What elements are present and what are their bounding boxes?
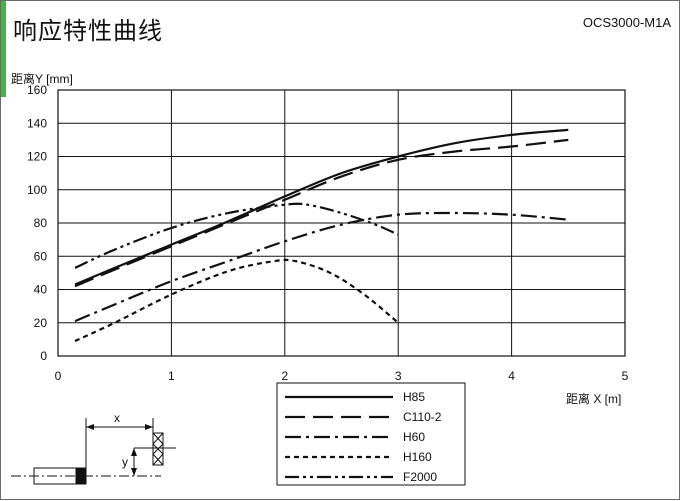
- accent-bar: [1, 1, 6, 97]
- y-tick-label: 140: [27, 116, 47, 130]
- x-tick-label: 3: [395, 369, 402, 383]
- x-tick-label: 5: [622, 369, 629, 383]
- y-tick-label: 100: [27, 183, 47, 197]
- chart-grid: [57, 89, 626, 357]
- y-arrow-top: [131, 448, 137, 456]
- y-tick-label: 60: [34, 249, 48, 263]
- y-tick-label: 40: [34, 283, 48, 297]
- x-dimension-label: x: [114, 411, 120, 425]
- target-hatch: [152, 443, 164, 455]
- series-line-h85: [74, 128, 569, 286]
- x-axis-label: 距离 X [m]: [566, 391, 621, 406]
- y-tick-label: 20: [34, 316, 48, 330]
- x-tick-label: 4: [508, 369, 515, 383]
- y-tick-label: 120: [27, 150, 47, 164]
- legend-box: [276, 382, 466, 486]
- x-tick-label: 0: [55, 369, 62, 383]
- page-title: 响应特性曲线: [13, 17, 163, 45]
- chart-series: [74, 128, 569, 343]
- y-dimension-label: y: [122, 455, 128, 469]
- series-line-h60: [74, 211, 569, 323]
- legend-label: F2000: [403, 470, 437, 484]
- y-axis-label: 距离Y [mm]: [11, 71, 73, 86]
- target-hatch: [152, 453, 164, 466]
- series-line-c110-2: [74, 138, 569, 288]
- x-tick-label: 2: [281, 369, 288, 383]
- legend-label: H60: [403, 430, 425, 444]
- sensor-diagram: x y: [11, 411, 176, 485]
- y-arrow-bottom: [131, 468, 137, 476]
- series-line-f2000: [74, 202, 399, 269]
- x-arrow-left: [86, 424, 94, 430]
- legend-label: H160: [403, 450, 432, 464]
- y-tick-label: 0: [40, 349, 47, 363]
- x-arrow-right: [145, 424, 153, 430]
- legend-label: H85: [403, 390, 425, 404]
- legend-label: C110-2: [403, 410, 442, 424]
- x-tick-label: 1: [168, 369, 175, 383]
- model-label: OCS3000-M1A: [582, 15, 671, 30]
- y-tick-label: 80: [34, 216, 48, 230]
- target-hatch: [152, 432, 164, 445]
- y-tick-label: 160: [27, 83, 47, 97]
- plot-frame: [57, 89, 626, 357]
- chart-legend: H85 C110-2 H60 H160 F2000: [276, 382, 466, 486]
- chart-ticks: 0 20 40 60 80 100 120 140 160 0 1 2 3 4 5: [27, 83, 629, 383]
